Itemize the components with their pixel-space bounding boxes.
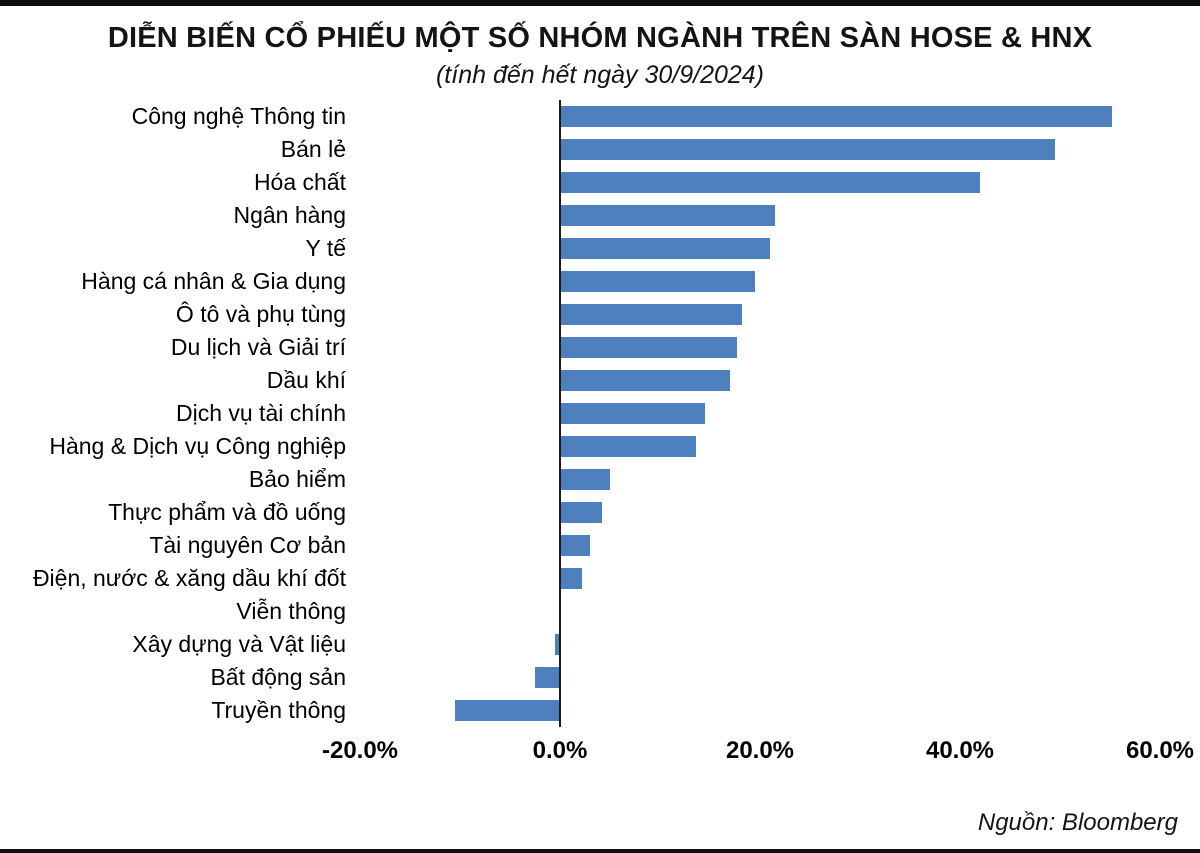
- bar: [560, 436, 696, 457]
- category-label: Bán lẻ: [280, 136, 346, 162]
- chart-row: Ngân hàng: [10, 199, 1200, 232]
- category-label: Tài nguyên Cơ bản: [149, 532, 346, 558]
- bar: [560, 106, 1112, 127]
- bar: [560, 304, 742, 325]
- bar-track: [360, 529, 1160, 562]
- source-label: Nguồn: Bloomberg: [977, 809, 1178, 836]
- chart-row: Tài nguyên Cơ bản: [10, 529, 1200, 562]
- x-axis-tick-label: 60.0%: [1125, 737, 1195, 764]
- bar: [560, 172, 980, 193]
- category-label: Bất động sản: [210, 664, 346, 690]
- x-axis-tick-label: 40.0%: [925, 737, 995, 764]
- bar-track: [360, 628, 1160, 661]
- bar: [560, 403, 705, 424]
- bar-track: [360, 397, 1160, 430]
- chart-row: Bán lẻ: [10, 133, 1200, 166]
- bar-track: [360, 562, 1160, 595]
- chart-row: Hóa chất: [10, 166, 1200, 199]
- chart-row: Công nghệ Thông tin: [10, 100, 1200, 133]
- bar-track: [360, 232, 1160, 265]
- bar: [555, 634, 560, 655]
- bar: [560, 568, 582, 589]
- chart-row: Dịch vụ tài chính: [10, 397, 1200, 430]
- bar-track: [360, 100, 1160, 133]
- category-label: Truyền thông: [211, 697, 346, 723]
- x-axis: -20.0% 0.0% 20.0% 40.0% 60.0%: [10, 737, 1200, 779]
- bar-track: [360, 661, 1160, 694]
- bar-track: [360, 463, 1160, 496]
- chart-title: DIỄN BIẾN CỔ PHIẾU MỘT SỐ NHÓM NGÀNH TRÊ…: [107, 22, 1093, 54]
- bar-track: [360, 694, 1160, 727]
- x-axis-tick-label: 20.0%: [725, 737, 795, 764]
- chart-row: Bảo hiểm: [10, 463, 1200, 496]
- bar-track: [360, 298, 1160, 331]
- category-label: Dầu khí: [266, 367, 346, 393]
- chart-subtitle: (tính đến hết ngày 30/9/2024): [435, 61, 765, 89]
- x-axis-tick-label: -20.0%: [321, 737, 399, 764]
- bar-chart: Công nghệ Thông tin Bán lẻ Hóa chất Ngân hà…: [0, 100, 1200, 779]
- chart-row: Du lịch và Giải trí: [10, 331, 1200, 364]
- bar: [560, 535, 590, 556]
- category-label: Viễn thông: [236, 598, 346, 624]
- category-label: Thực phẩm và đồ uống: [108, 499, 346, 525]
- bar-track: [360, 133, 1160, 166]
- chart-row: Viễn thông: [10, 595, 1200, 628]
- top-divider: [0, 0, 1200, 6]
- bar-track: [360, 265, 1160, 298]
- chart-row: Hàng cá nhân & Gia dụng: [10, 265, 1200, 298]
- chart-plot-area: Công nghệ Thông tin Bán lẻ Hóa chất Ngân hà…: [10, 100, 1200, 727]
- category-label: Dịch vụ tài chính: [175, 400, 346, 426]
- category-label: Ô tô và phụ tùng: [175, 301, 346, 327]
- bar: [560, 238, 770, 259]
- category-label: Hóa chất: [253, 169, 346, 195]
- bar: [560, 337, 737, 358]
- chart-row: Dầu khí: [10, 364, 1200, 397]
- bar: [535, 667, 560, 688]
- category-label: Hàng & Dịch vụ Công nghiệp: [49, 433, 346, 459]
- chart-row: Xây dựng và Vật liệu: [10, 628, 1200, 661]
- bottom-divider: [0, 849, 1200, 853]
- bar: [560, 271, 755, 292]
- category-label: Y tế: [305, 235, 347, 261]
- bar-track: [360, 364, 1160, 397]
- category-label: Hàng cá nhân & Gia dụng: [81, 268, 346, 294]
- bar-track: [360, 199, 1160, 232]
- chart-row: Y tế: [10, 232, 1200, 265]
- bar: [560, 502, 602, 523]
- bar-track: [360, 430, 1160, 463]
- category-label: Điện, nước & xăng dầu khí đốt: [32, 565, 346, 591]
- chart-row: Ô tô và phụ tùng: [10, 298, 1200, 331]
- chart-row: Bất động sản: [10, 661, 1200, 694]
- bar-track: [360, 496, 1160, 529]
- bar: [560, 370, 730, 391]
- chart-row: Thực phẩm và đồ uống: [10, 496, 1200, 529]
- chart-row: Điện, nước & xăng dầu khí đốt: [10, 562, 1200, 595]
- bar-track: [360, 166, 1160, 199]
- category-label: Bảo hiểm: [248, 466, 346, 492]
- category-label: Du lịch và Giải trí: [170, 334, 346, 360]
- category-label: Ngân hàng: [233, 202, 346, 228]
- bar-track: [360, 595, 1160, 628]
- bar: [560, 139, 1055, 160]
- category-label: Xây dựng và Vật liệu: [132, 631, 346, 657]
- zero-axis-line: [559, 100, 561, 727]
- chart-row: Hàng & Dịch vụ Công nghiệp: [10, 430, 1200, 463]
- bar-track: [360, 331, 1160, 364]
- x-axis-tick-label: 0.0%: [532, 737, 588, 764]
- bar: [560, 205, 775, 226]
- bar: [560, 469, 610, 490]
- chart-row: Truyền thông: [10, 694, 1200, 727]
- bar: [455, 700, 560, 721]
- category-label: Công nghệ Thông tin: [131, 103, 346, 129]
